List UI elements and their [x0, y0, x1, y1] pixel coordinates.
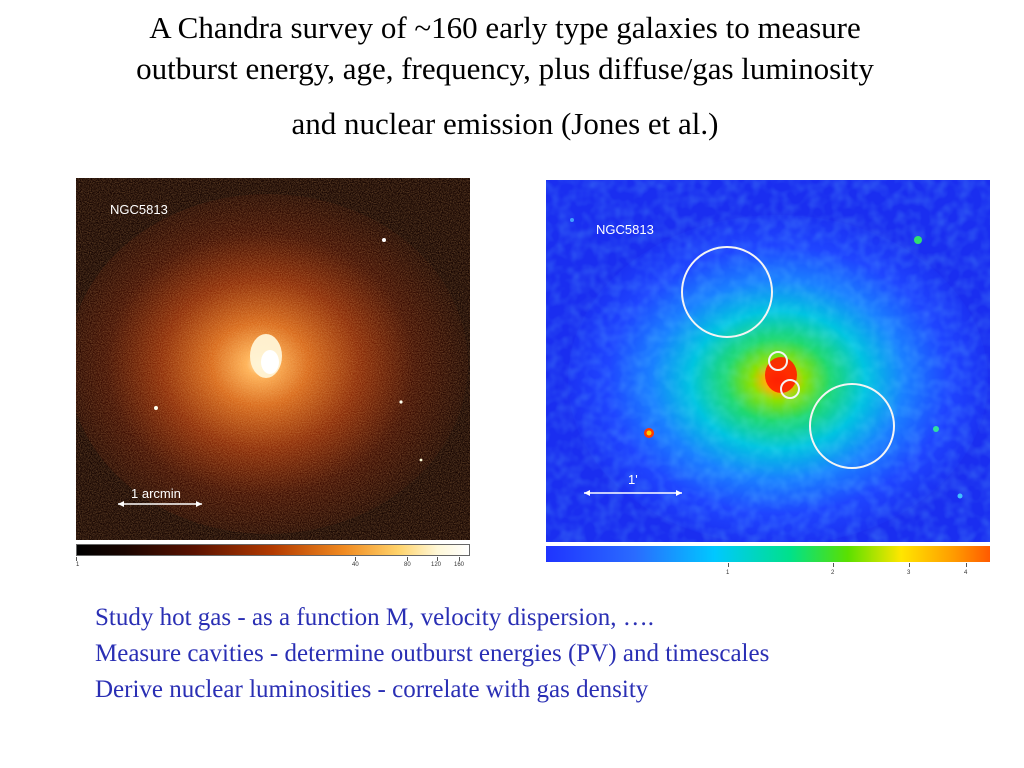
- xray-image-left: NGC5813 1 arcmin: [76, 178, 470, 540]
- left-tick-3: 120: [431, 562, 442, 568]
- galaxy-label-right: NGC5813: [596, 222, 654, 237]
- right-tick-2: 3: [907, 570, 911, 576]
- left-tick-1: 40: [352, 562, 359, 568]
- nucleus-circle-1: [768, 351, 788, 371]
- right-tick-1: 2: [831, 570, 835, 576]
- title-line-3: and nuclear emission (Jones et al.): [291, 105, 719, 141]
- xray-right-graphic: [546, 180, 990, 542]
- left-tick-2: 80: [404, 562, 411, 568]
- bullet-item-3: Derive nuclear luminosities - correlate …: [95, 676, 649, 703]
- colorbar-right: [546, 546, 990, 562]
- cavity-circle-1: [681, 246, 773, 338]
- galaxy-label-left: NGC5813: [110, 202, 168, 217]
- cavity-circle-2: [809, 383, 895, 469]
- scale-label-right: 1': [628, 472, 638, 487]
- left-tick-0: 1: [76, 562, 80, 568]
- scale-label-left: 1 arcmin: [131, 486, 181, 501]
- bullet-item-2: Measure cavities - determine outburst en…: [95, 640, 770, 667]
- xray-image-right: NGC5813 1': [546, 180, 990, 542]
- right-tick-0: 1: [726, 570, 730, 576]
- bullet-list: Study hot gas - as a function M, velocit…: [95, 600, 769, 708]
- bullet-item-1: Study hot gas - as a function M, velocit…: [95, 604, 654, 631]
- xray-left-graphic: [76, 178, 470, 540]
- title-line-1: A Chandra survey of ~160 early type gala…: [149, 10, 861, 45]
- right-tick-3: 4: [964, 570, 968, 576]
- colorbar-left: [76, 544, 470, 556]
- left-tick-4: 160: [454, 562, 465, 568]
- slide-title: A Chandra survey of ~160 early type gala…: [0, 8, 1010, 145]
- nucleus-circle-2: [780, 379, 800, 399]
- title-line-2: outburst energy, age, frequency, plus di…: [136, 50, 874, 86]
